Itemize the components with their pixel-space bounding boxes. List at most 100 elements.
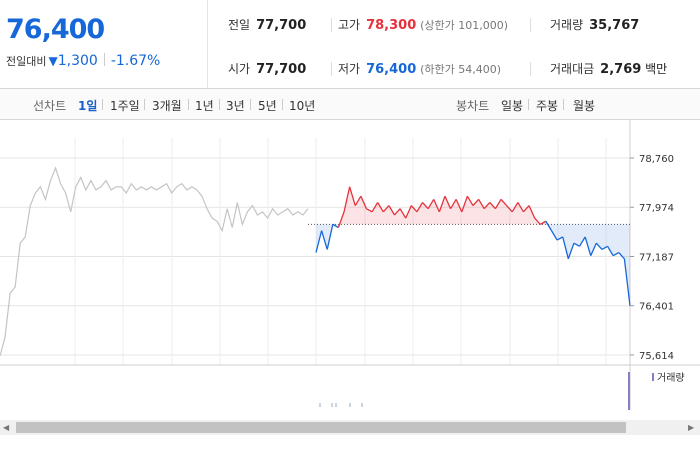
price-segment [623,258,631,306]
change-amount: 1,300 [57,53,98,69]
price-segment [478,198,485,210]
open-info: 시가 77,700 [228,60,306,77]
tab-weekly-candle[interactable]: 주봉 [536,99,559,113]
tab-3year[interactable]: 3년 [226,99,245,113]
price-segment [450,198,457,210]
low-value: 76,400 [366,62,417,77]
price-segment [354,195,362,206]
price-segment [461,195,469,213]
price-segment [410,205,418,213]
y-axis-ticks: 78,760 77,974 77,187 76,401 75,614 [630,154,674,362]
price-segment [506,205,513,213]
divider [144,99,145,110]
tab-daily-candle[interactable]: 일봉 [501,99,524,113]
candle-chart-label: 봉차트 [456,99,490,113]
tab-10year[interactable]: 10년 [289,99,316,113]
price-segment [337,211,345,228]
scroll-left-icon[interactable]: ◀ [3,423,10,432]
price-segment [601,245,608,250]
tab-3month[interactable]: 3개월 [152,99,182,113]
price-segment [416,202,424,213]
area-segment [585,224,591,256]
price-segment [618,252,625,260]
price-segment [444,195,452,209]
area-segment [439,196,445,225]
price-segment [489,202,496,210]
price-segment [343,186,351,212]
y-tick-label: 77,187 [639,253,674,264]
area-segment [450,199,457,225]
price-segment [455,199,463,213]
area-segment [517,202,524,225]
area-segment [411,205,417,225]
area-segment [540,221,546,225]
area-segment [551,224,558,241]
chart-period-tabs: 선차트 1일 1주일 3개월 1년 3년 5년 10년 봉차트 일봉 주봉 월봉 [0,89,700,120]
price-segment [573,242,580,247]
divider [563,99,564,110]
low-info: 저가 76,400 (하한가 54,400) [338,60,501,77]
change-percent: -1.67% [110,53,161,69]
scroll-thumb[interactable] [16,422,626,433]
price-segment [394,208,401,216]
area-segment [613,224,619,256]
area-segment [366,208,373,225]
lower-limit: (하한가 54,400) [420,63,502,76]
divider [528,99,529,110]
price-segment [438,195,446,213]
price-segment [522,205,530,213]
area-segment [388,205,395,225]
tab-1week[interactable]: 1주일 [110,99,140,113]
price-segment [590,242,597,256]
area-segment [501,199,507,225]
price-segment [388,205,396,216]
volume-label: 거래량 [550,18,584,32]
price-segment [315,230,323,253]
price-segment [584,236,592,256]
price-segment [567,242,575,260]
area-segment [478,199,485,225]
divider [331,18,332,32]
area-segment [372,202,378,225]
tab-1day[interactable]: 1일 [78,99,98,113]
change-label: 전일대비 [6,55,47,68]
area-segment [394,208,401,225]
scroll-right-icon[interactable]: ▶ [688,423,695,432]
open-value: 77,700 [256,62,307,77]
tab-1year[interactable]: 1년 [195,99,214,113]
horizontal-scrollbar[interactable]: ◀ ▶ [0,420,700,435]
line-chart-label: 선차트 [33,99,67,113]
y-tick-label: 75,614 [639,351,674,362]
divider [331,62,332,76]
current-price: 76,400 [6,14,105,45]
area-segment [579,224,586,247]
divider [188,99,189,110]
price-segment [539,220,547,225]
price-segment [556,236,564,241]
chart-series [0,166,631,357]
high-value: 78,300 [366,18,417,33]
open-label: 시가 [228,62,251,76]
area-segment [400,208,406,225]
price-segment [483,202,491,210]
area-segment [456,199,462,225]
volume-panel: 거래량 [319,372,685,410]
price-segment [366,208,373,213]
price-segment [405,205,412,219]
area-segment [590,224,597,256]
price-segment [332,223,339,229]
price-segment [399,208,407,219]
price-segment [528,205,536,219]
volume-value: 35,767 [589,18,640,33]
price-chart: 78,760 77,974 77,187 76,401 75,614 거래량 [0,120,700,450]
area-segment [596,224,602,250]
divider [530,62,531,76]
area-segment [473,199,479,225]
down-arrow-icon: ▼ [48,54,58,68]
divider [282,99,283,110]
tab-5year[interactable]: 5년 [258,99,277,113]
amount-value: 2,769 [600,62,642,77]
y-tick-label: 77,974 [639,203,674,214]
price-segment [545,220,553,231]
tab-monthly-candle[interactable]: 월봉 [573,99,596,113]
